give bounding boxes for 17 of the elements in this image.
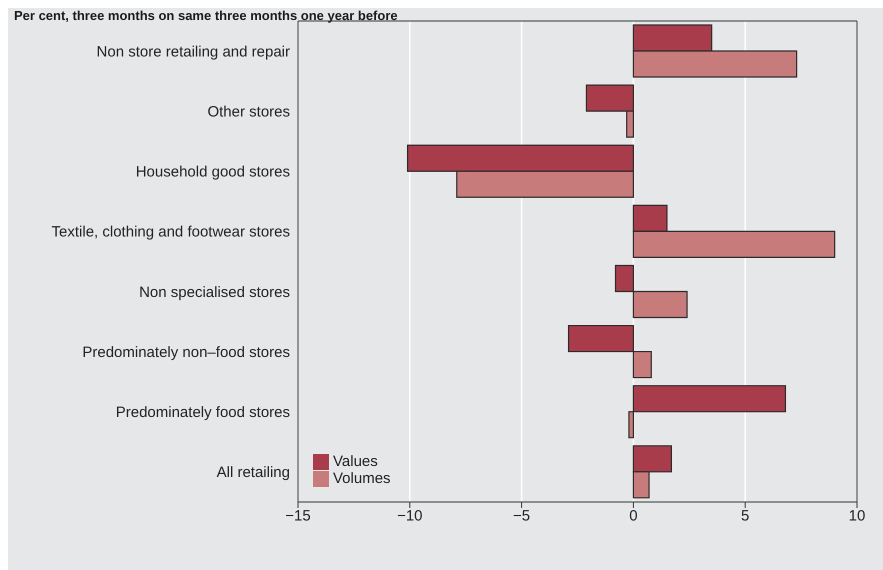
x-tick-label: −5 (513, 508, 530, 525)
chart-title: Per cent, three months on same three months one year before (14, 8, 398, 23)
y-tick-label: Household good stores (136, 164, 290, 181)
x-tick-label: 0 (629, 508, 638, 525)
y-tick-label: Predominately non–food stores (82, 344, 290, 361)
y-tick-label: Other stores (207, 104, 290, 120)
x-tick-label: −10 (397, 508, 423, 525)
x-tick-label: −15 (285, 508, 311, 525)
legend-label: Values (333, 453, 378, 470)
y-tick-label: Non store retailing and repair (96, 43, 290, 60)
x-tick-label: 5 (741, 508, 750, 525)
legend-label: Volumes (333, 470, 391, 488)
x-tick-label: 10 (848, 508, 866, 525)
y-tick-label: Predominately food stores (116, 404, 290, 422)
y-tick-label: All retailing (216, 464, 290, 482)
y-tick-label: Textile, clothing and footwear stores (52, 224, 290, 241)
y-tick-label: Non specialised stores (139, 284, 290, 301)
